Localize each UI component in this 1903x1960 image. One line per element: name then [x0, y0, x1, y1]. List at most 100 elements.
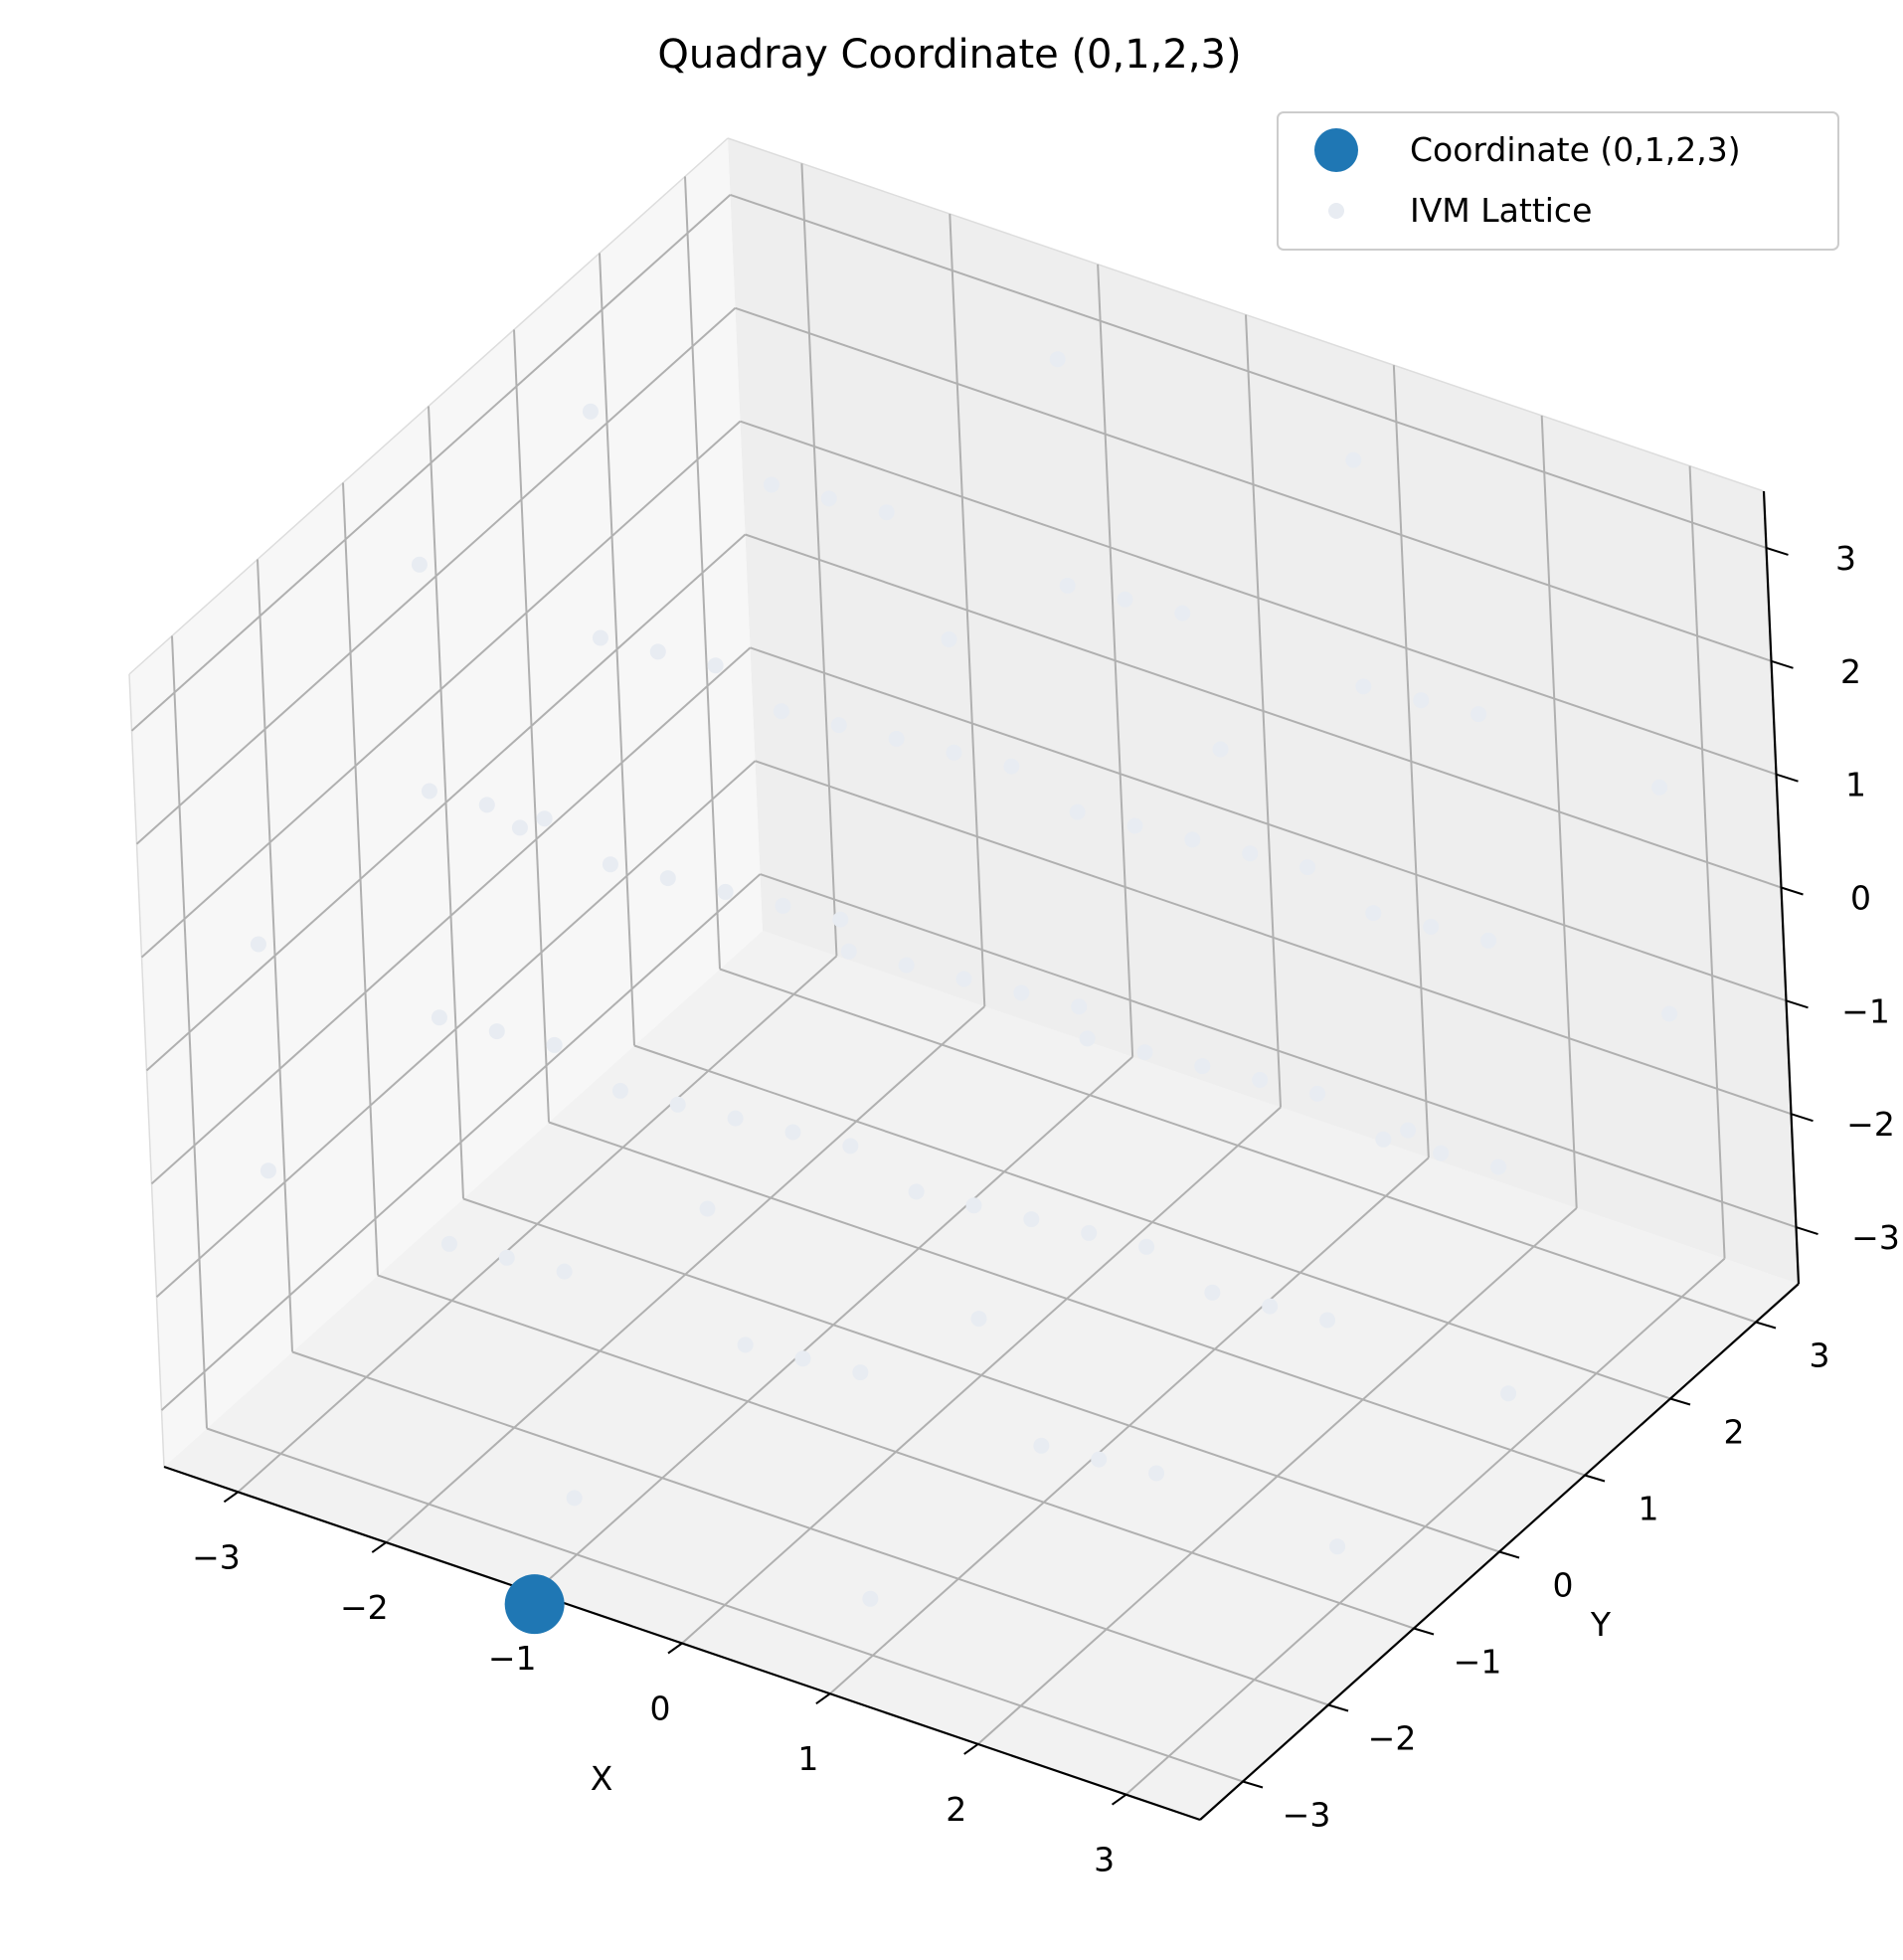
- ivm-lattice-point: [1319, 1312, 1336, 1329]
- ivm-lattice-point: [1184, 831, 1201, 848]
- ivm-lattice-point: [592, 629, 608, 646]
- z-tick: [1776, 773, 1799, 783]
- ivm-lattice-point: [820, 490, 837, 507]
- ivm-lattice-point: [1117, 591, 1133, 608]
- x-tick-label: 2: [946, 1790, 966, 1829]
- ivm-lattice-point: [1309, 1085, 1326, 1102]
- ivm-lattice-point: [1033, 1437, 1050, 1454]
- gridline: [1124, 1257, 1726, 1796]
- ivm-lattice-point: [1400, 1122, 1417, 1139]
- ivm-lattice-point: [611, 1082, 628, 1099]
- ivm-lattice-point: [1252, 1071, 1269, 1088]
- ivm-lattice-point: [970, 1311, 987, 1328]
- ivm-lattice-point: [440, 1235, 457, 1252]
- ivm-lattice-point: [842, 1138, 859, 1155]
- ivm-lattice-point: [1023, 1211, 1040, 1228]
- legend: Coordinate (0,1,2,3) IVM Lattice: [1277, 111, 1839, 251]
- x-tick-label: −1: [488, 1639, 537, 1678]
- ivm-lattice-point: [1480, 932, 1497, 949]
- y-axis-label: Y: [1590, 1605, 1612, 1644]
- y-tick-label: 2: [1724, 1413, 1745, 1452]
- point-layer: [250, 351, 1678, 1635]
- x-tick-label: −2: [340, 1588, 389, 1627]
- x-tick: [1111, 1793, 1127, 1806]
- ivm-lattice-point: [1174, 605, 1191, 622]
- ivm-lattice-point: [1013, 984, 1030, 1001]
- ivm-lattice-point: [669, 1096, 686, 1113]
- z-tick: [1791, 1113, 1814, 1123]
- gridline: [684, 176, 721, 970]
- ivm-lattice-point: [699, 1200, 716, 1217]
- ivm-lattice-point: [852, 1364, 869, 1381]
- ivm-lattice-point: [775, 897, 791, 914]
- gridline: [130, 194, 732, 732]
- ivm-lattice-point: [888, 730, 905, 747]
- ivm-lattice-point: [784, 1124, 801, 1141]
- legend-marker-coordinate: [1314, 128, 1358, 172]
- z-tick-label: −3: [1851, 1218, 1900, 1257]
- legend-box: [1277, 111, 1839, 251]
- ivm-lattice-point: [1299, 859, 1316, 876]
- gridline: [735, 306, 1772, 662]
- ivm-lattice-point: [546, 1036, 563, 1053]
- ivm-lattice-point: [1329, 1538, 1346, 1555]
- y-tick: [1242, 1780, 1264, 1789]
- ivm-lattice-point: [1136, 1044, 1153, 1061]
- gridline: [745, 533, 1782, 889]
- ivm-lattice-point: [1242, 845, 1259, 862]
- x-tick-label: 3: [1094, 1841, 1115, 1879]
- ivm-lattice-point: [1148, 1465, 1165, 1482]
- ivm-lattice-point: [1262, 1298, 1279, 1315]
- ivm-lattice-point: [511, 819, 528, 836]
- ivm-lattice-point: [431, 1009, 447, 1026]
- ivm-lattice-point: [649, 643, 666, 660]
- y-tick-label: −3: [1283, 1796, 1331, 1835]
- chart-title: Quadray Coordinate (0,1,2,3): [657, 32, 1241, 78]
- ivm-lattice-point: [260, 1162, 276, 1179]
- y-tick: [1413, 1627, 1435, 1636]
- y-tick-label: −2: [1368, 1719, 1417, 1758]
- gridline: [730, 193, 1767, 549]
- ivm-lattice-point: [763, 476, 779, 493]
- ivm-lattice-point: [536, 810, 553, 827]
- y-tick-label: 0: [1553, 1566, 1574, 1605]
- x-tick: [963, 1743, 979, 1755]
- gridline: [145, 533, 747, 1072]
- ivm-lattice-point: [1059, 577, 1076, 594]
- axis-layer: −3 −3 −3 −2 −2 −2 −1 −1 −1 0 0 0 1 1 1 2 2 2 3 3 3: [163, 490, 1900, 1879]
- ivm-lattice-point: [878, 504, 895, 521]
- ivm-lattice-point: [1470, 706, 1487, 723]
- ivm-lattice-point: [946, 744, 962, 761]
- ivm-lattice-point: [1069, 803, 1086, 820]
- z-tick: [1781, 886, 1804, 896]
- z-tick-label: −2: [1846, 1105, 1895, 1144]
- y-tick: [1498, 1550, 1520, 1559]
- ivm-lattice-point: [1375, 1131, 1392, 1148]
- ivm-lattice-point: [840, 943, 857, 960]
- x-tick-label: 0: [650, 1690, 671, 1728]
- ivm-lattice-point: [1345, 451, 1362, 468]
- ivm-lattice-point: [794, 1350, 811, 1367]
- ivm-lattice-point: [737, 1336, 754, 1353]
- z-tick-label: 3: [1835, 539, 1856, 578]
- x-tick-label: −3: [192, 1537, 241, 1576]
- z-tick-label: 1: [1845, 766, 1866, 804]
- ivm-lattice-point: [1081, 1224, 1098, 1241]
- y-tick-label: 3: [1810, 1336, 1830, 1375]
- ivm-lattice-point: [602, 856, 618, 873]
- ivm-lattice-point: [1212, 741, 1229, 758]
- gridline: [977, 1207, 1578, 1745]
- ivm-lattice-point: [421, 783, 437, 800]
- gridline: [135, 307, 737, 845]
- ivm-lattice-point: [1423, 918, 1440, 935]
- gridline: [513, 329, 550, 1123]
- ivm-lattice-point: [1490, 1158, 1507, 1175]
- y-tick-label: 1: [1639, 1490, 1659, 1528]
- ivm-lattice-point: [556, 1263, 573, 1280]
- x-tick: [667, 1642, 683, 1655]
- ivm-lattice-point: [488, 1023, 505, 1040]
- ivm-lattice-point: [411, 556, 428, 573]
- z-tick-label: 2: [1840, 652, 1861, 691]
- ivm-lattice-point: [478, 797, 495, 813]
